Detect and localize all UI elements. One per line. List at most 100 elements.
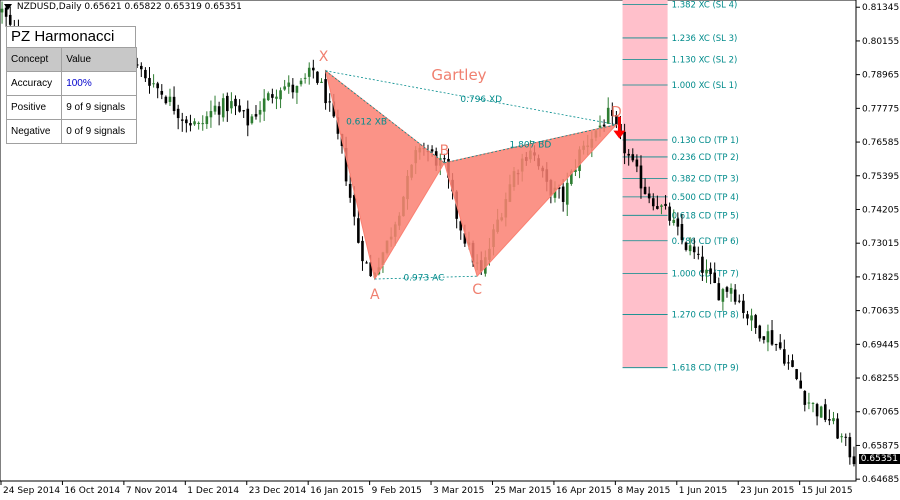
- candle: [627, 149, 630, 166]
- candle: [807, 392, 811, 410]
- candle-body: [242, 110, 245, 112]
- candle: [840, 433, 843, 443]
- candle-body: [160, 90, 164, 95]
- candle: [565, 172, 569, 216]
- candle: [287, 75, 291, 94]
- candle-body: [606, 107, 610, 124]
- candle-body: [791, 360, 794, 367]
- candle-body: [226, 95, 229, 112]
- candle: [561, 179, 565, 212]
- candle-body: [369, 262, 372, 277]
- candle-body: [832, 418, 835, 422]
- candle-body: [615, 115, 618, 125]
- candle: [271, 88, 274, 104]
- candle: [848, 432, 852, 465]
- candle: [766, 324, 770, 352]
- candle-body: [750, 315, 753, 321]
- candle-body: [643, 186, 647, 194]
- level-label: 0.236 CD (TP 2): [672, 153, 739, 163]
- candle-body: [811, 402, 815, 404]
- pattern-point-label: A: [370, 287, 380, 303]
- candle-body: [205, 116, 209, 125]
- x-tick-label: 7 Nov 2014: [126, 486, 178, 496]
- candle: [279, 87, 282, 109]
- candle-body: [561, 186, 565, 202]
- level-label: 0.130 CD (TP 1): [672, 136, 739, 146]
- candle-body: [316, 71, 319, 83]
- candle-body: [332, 101, 336, 117]
- table-row: Positive 9 of 9 signals: [5, 95, 137, 120]
- row-concept: Accuracy: [5, 71, 63, 96]
- candle-body: [246, 108, 250, 126]
- y-tick-label: 0.69445: [862, 340, 899, 350]
- candle-body: [144, 69, 147, 79]
- candle: [209, 100, 213, 128]
- candle-body: [848, 437, 852, 458]
- y-tick-label: 0.80155: [862, 37, 899, 47]
- stats-table: Concept Value Accuracy 100% Positive 9 o…: [5, 47, 137, 144]
- candle-body: [197, 122, 200, 124]
- y-tick-label: 0.77775: [862, 104, 899, 114]
- candle: [754, 313, 757, 334]
- candle-body: [795, 369, 798, 379]
- candle: [647, 186, 651, 204]
- candle: [643, 178, 647, 195]
- candle: [152, 74, 155, 88]
- candle-body: [602, 124, 606, 127]
- candle: [324, 69, 327, 110]
- candle-body: [819, 406, 823, 418]
- candle: [307, 62, 311, 85]
- candle: [680, 213, 684, 245]
- candle: [795, 368, 798, 381]
- candle-body: [283, 86, 286, 90]
- candle-body: [463, 233, 467, 244]
- candle: [815, 402, 819, 426]
- candle: [312, 59, 315, 79]
- candle-body: [668, 206, 671, 221]
- candle-body: [279, 90, 282, 100]
- ratio-label: 1.807 BD: [510, 140, 552, 150]
- candle-body: [639, 165, 643, 189]
- y-tick-label: 0.65875: [862, 441, 899, 451]
- candle: [164, 95, 168, 105]
- pattern-point-label: C: [472, 282, 482, 298]
- row-value: 100%: [61, 71, 137, 96]
- candle-body: [787, 362, 790, 364]
- candle: [672, 209, 676, 226]
- candle-body: [680, 224, 684, 241]
- candle: [226, 92, 229, 122]
- level-label: 1.130 XC (SL 2): [672, 55, 738, 65]
- candle-body: [754, 315, 757, 328]
- candle: [803, 390, 807, 412]
- candle: [144, 67, 147, 82]
- candle: [717, 277, 721, 301]
- candle: [193, 118, 196, 126]
- candle: [299, 77, 303, 87]
- candle: [221, 93, 225, 122]
- candle: [750, 308, 753, 332]
- candle: [611, 102, 614, 125]
- candle-body: [217, 106, 221, 115]
- candle-body: [611, 109, 614, 116]
- candle: [246, 100, 250, 137]
- candle-body: [574, 169, 577, 173]
- candle-body: [737, 300, 741, 302]
- candle: [635, 154, 639, 173]
- candle-body: [193, 121, 196, 125]
- candle-body: [672, 219, 676, 223]
- candle-body: [168, 96, 172, 102]
- candle-body: [758, 325, 762, 339]
- candle-body: [189, 123, 192, 126]
- candle: [791, 354, 794, 368]
- candle-body: [688, 245, 692, 252]
- candle: [172, 86, 176, 115]
- level-label: 1.618 CD (TP 9): [672, 364, 739, 374]
- y-tick-label: 0.81345: [862, 3, 899, 13]
- candle-body: [156, 83, 159, 89]
- candle: [234, 95, 237, 116]
- candle: [774, 343, 778, 351]
- candle-body: [4, 7, 8, 17]
- candle: [692, 238, 696, 259]
- candle-body: [303, 77, 307, 79]
